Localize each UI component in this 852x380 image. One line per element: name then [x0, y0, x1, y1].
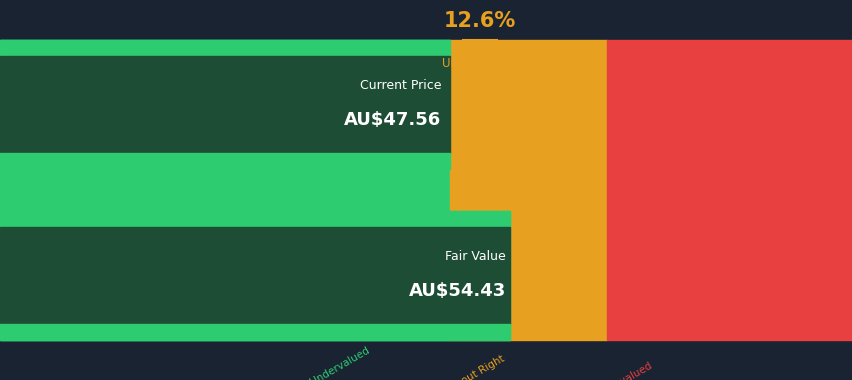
Bar: [449, 40, 607, 340]
Text: 20% Overvalued: 20% Overvalued: [573, 361, 653, 380]
Text: About Right: About Right: [448, 353, 506, 380]
Bar: [607, 40, 852, 340]
Bar: [0, 40, 449, 340]
Text: Current Price: Current Price: [359, 79, 440, 92]
Text: AU$54.43: AU$54.43: [408, 282, 505, 300]
Text: AU$47.56: AU$47.56: [343, 111, 440, 129]
Text: 12.6%: 12.6%: [443, 11, 515, 32]
Bar: [0, 227, 509, 324]
Bar: [0, 40, 449, 340]
Bar: [0, 153, 449, 169]
Text: 20% Undervalued: 20% Undervalued: [285, 346, 371, 380]
Bar: [0, 211, 509, 227]
Bar: [0, 40, 449, 56]
Bar: [449, 211, 509, 340]
Bar: [0, 324, 509, 340]
Bar: [0, 56, 449, 153]
Text: Undervalued: Undervalued: [441, 57, 517, 70]
Text: Fair Value: Fair Value: [445, 250, 505, 263]
